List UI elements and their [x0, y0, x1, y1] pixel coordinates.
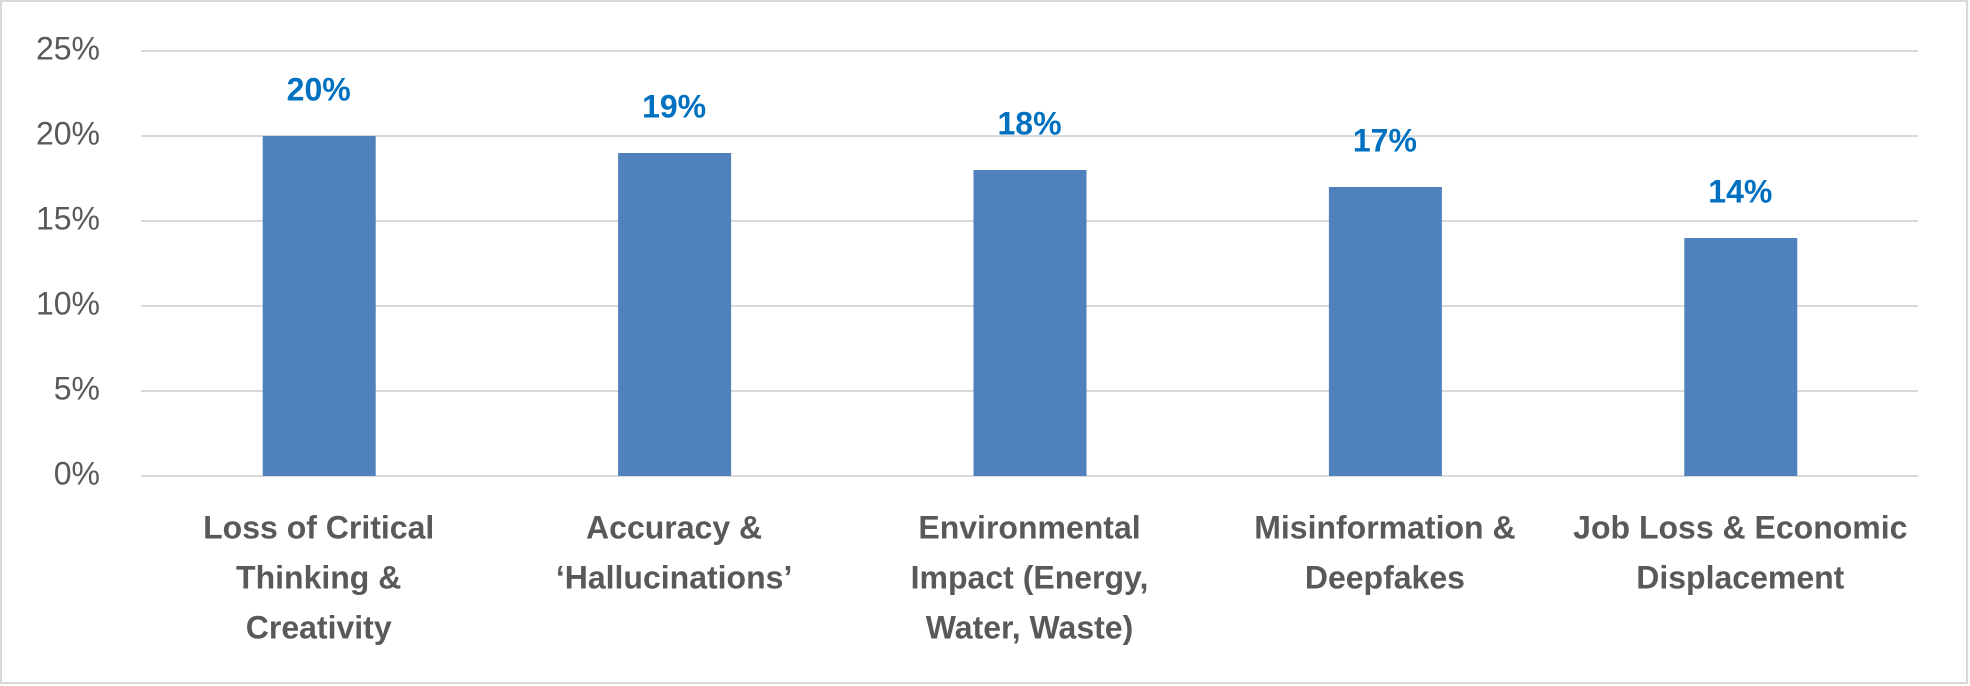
x-tick-label: Water, Waste): [926, 609, 1133, 645]
x-tick-label: Misinformation &: [1254, 509, 1515, 545]
bar: [262, 136, 376, 476]
y-tick-label: 25%: [36, 30, 100, 66]
x-tick-label: Thinking &: [236, 559, 401, 595]
bar: [618, 153, 732, 476]
x-tick-label: Deepfakes: [1305, 559, 1465, 595]
x-tick-label: Loss of Critical: [203, 509, 434, 545]
y-tick-label: 15%: [36, 200, 100, 236]
x-tick-label: Environmental: [918, 509, 1140, 545]
value-label: 20%: [287, 71, 351, 107]
y-tick-label: 5%: [54, 370, 100, 406]
bar: [1328, 187, 1442, 476]
x-tick-label: Impact (Energy,: [911, 559, 1149, 595]
y-tick-label: 20%: [36, 115, 100, 151]
y-tick-label: 10%: [36, 285, 100, 321]
x-tick-label: Job Loss & Economic: [1573, 509, 1907, 545]
x-tick-label: Accuracy &: [586, 509, 762, 545]
x-tick-label: Creativity: [246, 609, 392, 645]
x-tick-label: Displacement: [1636, 559, 1844, 595]
y-tick-label: 0%: [54, 455, 100, 491]
value-label: 14%: [1708, 173, 1772, 209]
bar: [1684, 238, 1798, 476]
value-label: 19%: [642, 88, 706, 124]
x-tick-label: ‘Hallucinations’: [556, 559, 792, 595]
value-label: 17%: [1353, 122, 1417, 158]
bar: [973, 170, 1087, 476]
value-label: 18%: [997, 105, 1061, 141]
